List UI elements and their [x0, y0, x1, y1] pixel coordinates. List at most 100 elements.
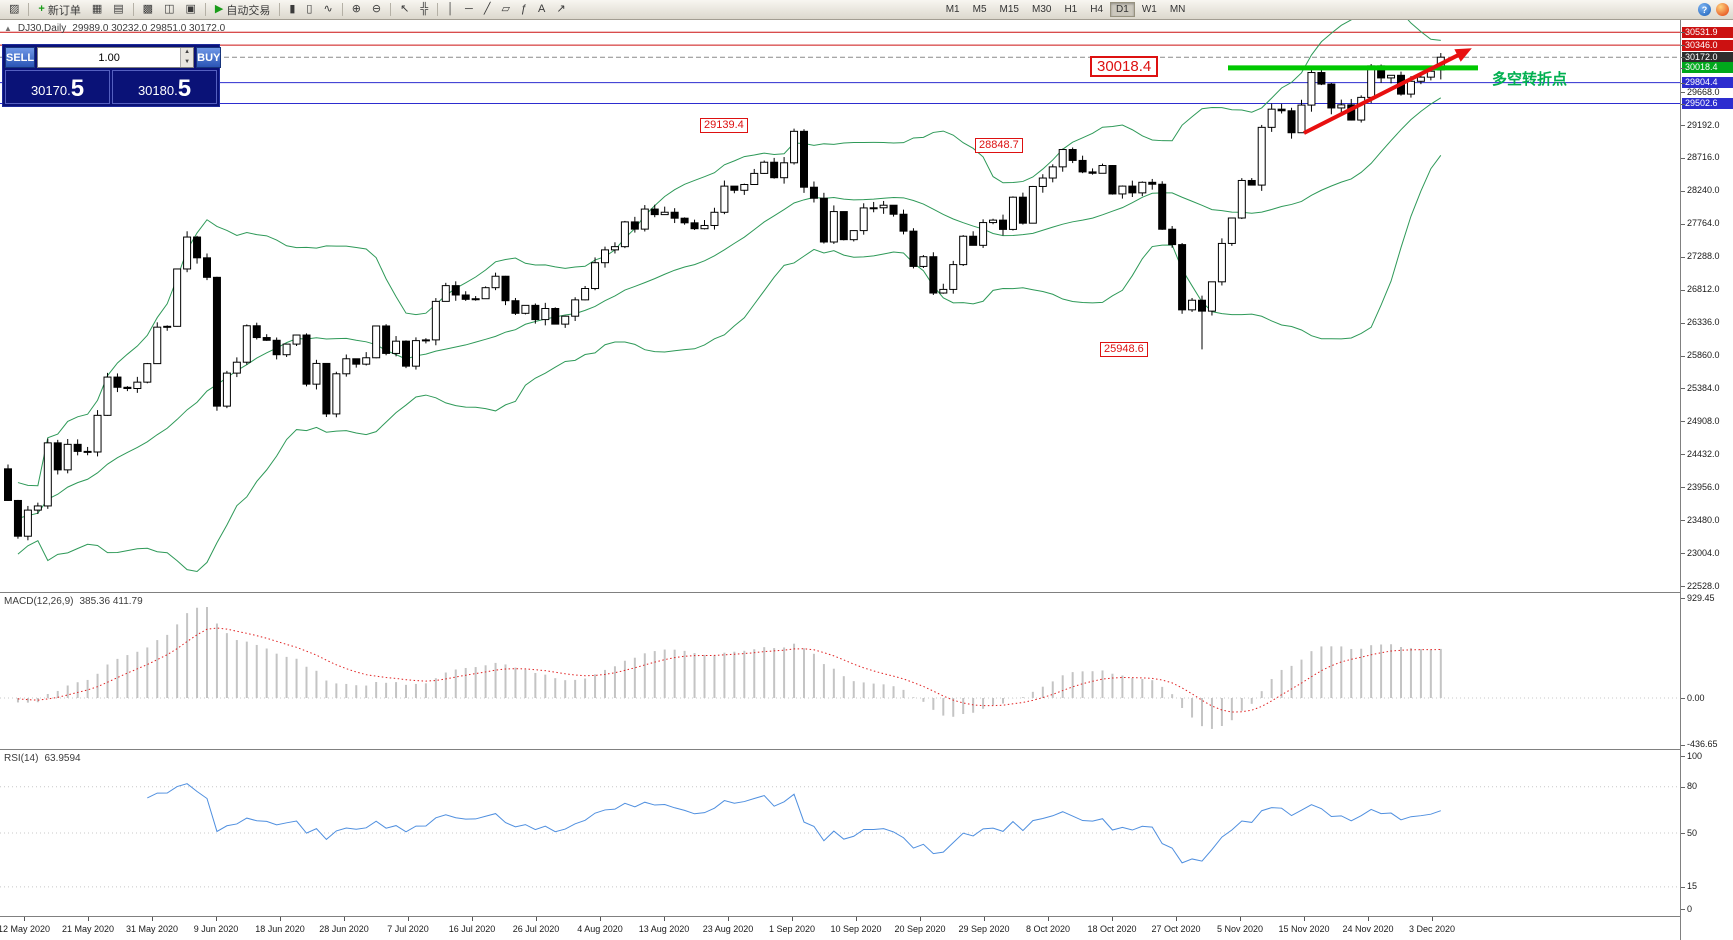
- time-axis-tick: [536, 917, 537, 921]
- one-click-panel-toggle-icon[interactable]: ▲: [4, 24, 12, 33]
- axis-tick-mark: [1681, 487, 1685, 489]
- axis-tick-mark: [1681, 454, 1685, 456]
- vertical-line-icon[interactable]: │: [442, 1, 459, 18]
- data-window-icon[interactable]: ◫: [159, 1, 179, 18]
- sell-price-small: 30170.: [30, 83, 71, 98]
- market-watch-icon[interactable]: ▩: [138, 1, 158, 18]
- crosshair-icon[interactable]: ╬: [415, 1, 433, 18]
- timeframe-mn[interactable]: MN: [1169, 4, 1186, 15]
- bar-chart-icon[interactable]: ▮: [284, 1, 300, 18]
- price-axis-label: 30531.9: [1682, 26, 1733, 38]
- price-axis-label: 23004.0: [1687, 547, 1720, 558]
- axis-tick-mark: [1681, 82, 1685, 84]
- community-icon[interactable]: ?: [1698, 3, 1711, 16]
- time-axis-label: 28 Jun 2020: [319, 924, 369, 934]
- swing-low-label[interactable]: 25948.6: [1100, 342, 1148, 357]
- price-axis-label: 30172.0: [1682, 51, 1733, 63]
- text-label-icon[interactable]: A: [533, 1, 550, 18]
- time-axis[interactable]: 12 May 2020 21 May 2020 31 May 2020 9 Jun 2…: [0, 917, 1680, 940]
- sell-button[interactable]: SELL: [5, 47, 36, 68]
- trendline-icon[interactable]: ╱: [479, 1, 496, 18]
- main-chart-pane[interactable]: [0, 20, 1680, 591]
- timeframe-h4[interactable]: H4: [1090, 4, 1104, 15]
- zoom-in-icon[interactable]: ⊕: [347, 1, 366, 18]
- swing-high-label-2[interactable]: 28848.7: [975, 138, 1023, 153]
- rsi-indicator-header: RSI(14) 63.9594: [4, 753, 81, 764]
- macd-pane[interactable]: [0, 593, 1680, 748]
- chart-window-icon[interactable]: ▨: [4, 1, 24, 18]
- time-axis-tick: [856, 917, 857, 921]
- time-axis-tick: [984, 917, 985, 921]
- price-axis-label: 26336.0: [1687, 317, 1720, 328]
- time-axis-label: 18 Oct 2020: [1087, 924, 1137, 934]
- buy-price-display[interactable]: 30180. 5: [112, 70, 217, 104]
- rsi-pane[interactable]: [0, 750, 1680, 915]
- timeframe-m5[interactable]: M5: [972, 4, 987, 15]
- text-label-icon: A: [538, 3, 546, 15]
- time-axis-tick: [1112, 917, 1113, 921]
- price-axis-label: 30018.4: [1682, 62, 1733, 74]
- new-order-button[interactable]: + 新订单: [33, 1, 85, 18]
- channel-icon: ▱: [501, 3, 510, 15]
- horizontal-line-icon[interactable]: ─: [460, 1, 478, 18]
- volume-input[interactable]: [38, 48, 181, 67]
- time-axis-tick: [408, 917, 409, 921]
- price-axis-label: 50: [1687, 827, 1698, 838]
- news-ball-icon[interactable]: [1716, 3, 1729, 16]
- time-axis-label: 5 Nov 2020: [1216, 924, 1264, 934]
- cursor-icon[interactable]: ↖: [395, 1, 414, 18]
- line-chart-icon: ∿: [323, 3, 333, 15]
- data-window-icon: ◫: [164, 3, 175, 15]
- toolbar: ▨ + 新订单 ▦ ▤ ▩ ◫ ▣ ▶ 自动交易 ▮ ▯ ∿ ⊕ ⊖ ↖ ╬ │ ─ ╱ ▱ ƒ A ↗ M1 M5 M15 M30 H…: [0, 0, 1733, 20]
- axis-tick-mark: [1681, 388, 1685, 390]
- price-axis-label: 28716.0: [1687, 152, 1720, 163]
- price-axis-label: 15: [1687, 881, 1698, 892]
- market-watch-icon: ▩: [142, 3, 154, 15]
- arrow-object-icon[interactable]: ↗: [551, 1, 570, 18]
- price-axis-label: 80: [1687, 781, 1698, 792]
- axis-tick-mark: [1681, 223, 1685, 225]
- axis-tick-mark: [1681, 833, 1685, 834]
- autotrading-icon: ▶: [214, 3, 224, 15]
- candlestick-chart-icon[interactable]: ▯: [301, 1, 317, 18]
- fibonacci-icon[interactable]: ƒ: [516, 1, 532, 18]
- price-axis-label: 26812.0: [1687, 284, 1720, 295]
- timeframe-m1[interactable]: M1: [945, 4, 960, 15]
- timeframe-m30[interactable]: M30: [1031, 4, 1052, 15]
- turning-point-text-label[interactable]: 多空转折点: [1492, 71, 1568, 88]
- timeframe-selector: M1 M5 M15 M30 H1 H4 D1 W1 MN: [940, 2, 1192, 17]
- terminal-icon[interactable]: ▣: [180, 1, 200, 18]
- time-axis-tick: [280, 917, 281, 921]
- volume-up-icon[interactable]: ▲: [181, 48, 194, 58]
- toolbar-separator: [132, 3, 134, 16]
- toolbar-separator: [204, 3, 206, 16]
- swing-high-label-1[interactable]: 29139.4: [700, 118, 748, 133]
- resistance-price-label[interactable]: 30018.4: [1090, 56, 1159, 77]
- timeframe-w1[interactable]: W1: [1141, 4, 1157, 15]
- time-axis-label: 16 Jul 2020: [448, 924, 496, 934]
- timeframe-d1[interactable]: D1: [1110, 2, 1135, 17]
- pane-separator[interactable]: [0, 592, 1733, 593]
- zoom-out-icon[interactable]: ⊖: [367, 1, 386, 18]
- profiles-icon[interactable]: ▤: [108, 1, 128, 18]
- channel-icon[interactable]: ▱: [496, 1, 514, 18]
- price-axis-label: 27288.0: [1687, 251, 1720, 262]
- chart-title: ▲ DJ30,Daily 29989.0 30232.0 29851.0 301…: [4, 23, 225, 34]
- charts-grid-icon[interactable]: ▦: [87, 1, 107, 18]
- timeframe-h1[interactable]: H1: [1064, 4, 1078, 15]
- time-axis-tick: [1304, 917, 1305, 921]
- sell-price-display[interactable]: 30170. 5: [5, 70, 110, 104]
- chart-window-icon: ▨: [9, 3, 20, 15]
- axis-tick-mark: [1681, 909, 1685, 910]
- horizontal-line-icon: ─: [465, 3, 473, 15]
- volume-down-icon[interactable]: ▼: [181, 57, 194, 67]
- line-chart-icon[interactable]: ∿: [318, 1, 337, 18]
- buy-button[interactable]: BUY: [196, 47, 222, 68]
- time-axis-tick: [920, 917, 921, 921]
- chart-symbol-label: DJ30,Daily: [17, 23, 67, 34]
- pane-separator[interactable]: [0, 749, 1733, 750]
- autotrading-button[interactable]: ▶ 自动交易: [210, 1, 275, 18]
- timeframe-m15[interactable]: M15: [999, 4, 1019, 15]
- price-axis[interactable]: 29192.0 28716.0 28240.0 27764.0 27288.0 26812…: [1680, 20, 1733, 940]
- time-axis-label: 12 May 2020: [0, 924, 51, 934]
